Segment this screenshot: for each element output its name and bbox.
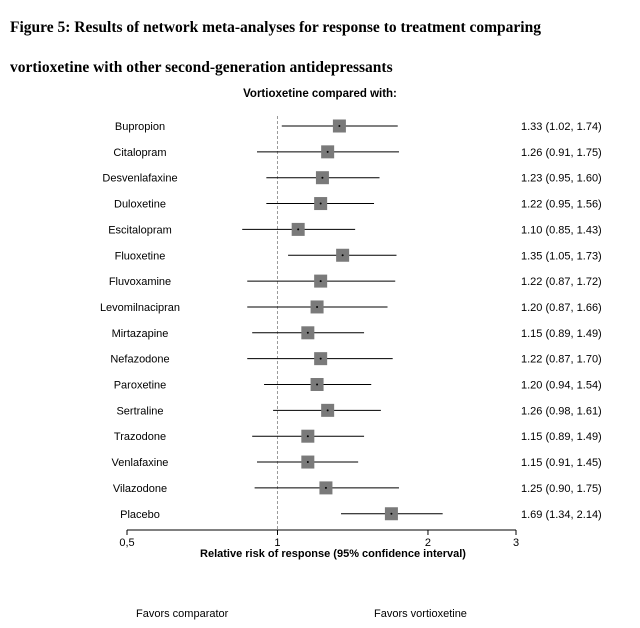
favors-comparator-label: Favors comparator — [136, 608, 229, 620]
figure-title: Figure 5: Results of network meta-analys… — [10, 8, 630, 88]
point-estimate-dot — [338, 125, 341, 127]
figure-title-line-2: vortioxetine with other second-generatio… — [10, 59, 393, 76]
point-estimate-dot — [324, 486, 327, 489]
row-estimate-text: 1.10 (0.85, 1.43) — [521, 224, 602, 236]
row-estimate-text: 1.15 (0.89, 1.49) — [521, 328, 602, 340]
x-tick-label: 1 — [274, 537, 280, 549]
row-estimate-text: 1.35 (1.05, 1.73) — [521, 250, 602, 262]
point-estimate-dot — [316, 305, 319, 308]
row-name: Paroxetine — [114, 380, 167, 392]
point-estimate-dot — [319, 280, 322, 283]
row-estimate-text: 1.26 (0.98, 1.61) — [521, 405, 602, 417]
row-name: Citalopram — [113, 147, 166, 159]
row-estimate-text: 1.26 (0.91, 1.75) — [521, 147, 602, 159]
row-name: Levomilnacipran — [100, 302, 180, 314]
chart-heading: Vortioxetine compared with: — [243, 88, 397, 100]
row-estimate-text: 1.22 (0.95, 1.56) — [521, 199, 602, 211]
point-estimate-dot — [319, 357, 322, 360]
point-estimate-dot — [316, 383, 319, 386]
point-estimate-dot — [341, 254, 344, 257]
row-estimate-text: 1.69 (1.34, 2.14) — [521, 509, 602, 521]
point-estimate-dot — [306, 461, 309, 464]
row-estimate-text: 1.20 (0.87, 1.66) — [521, 302, 602, 314]
point-estimate-dot — [319, 202, 322, 205]
favors-vortioxetine-label: Favors vortioxetine — [374, 608, 467, 620]
x-tick-label: 0,5 — [119, 537, 134, 549]
row-name: Sertraline — [116, 405, 163, 417]
row-name: Placebo — [120, 509, 160, 521]
row-name: Escitalopram — [108, 224, 172, 236]
row-name: Nefazodone — [110, 354, 169, 366]
row-name: Desvenlafaxine — [102, 173, 177, 185]
row-name: Bupropion — [115, 121, 165, 133]
row-name: Mirtazapine — [112, 328, 169, 340]
row-name: Fluvoxamine — [109, 276, 171, 288]
row-estimate-text: 1.23 (0.95, 1.60) — [521, 173, 602, 185]
point-estimate-dot — [306, 435, 309, 438]
point-estimate-dot — [297, 228, 300, 231]
row-name: Vilazodone — [113, 483, 167, 495]
x-axis-title: Relative risk of response (95% confidenc… — [200, 548, 466, 560]
row-name: Venlafaxine — [112, 457, 169, 469]
row-estimate-text: 1.22 (0.87, 1.72) — [521, 276, 602, 288]
point-estimate-dot — [390, 512, 393, 515]
point-estimate-dot — [326, 409, 329, 412]
row-estimate-text: 1.15 (0.91, 1.45) — [521, 457, 602, 469]
row-estimate-text: 1.33 (1.02, 1.74) — [521, 121, 602, 133]
row-name: Fluoxetine — [115, 250, 166, 262]
row-estimate-text: 1.25 (0.90, 1.75) — [521, 483, 602, 495]
figure-title-line-1: Figure 5: Results of network meta-analys… — [10, 19, 541, 36]
point-estimate-dot — [326, 150, 329, 153]
point-estimate-dot — [306, 331, 309, 334]
row-estimate-text: 1.15 (0.89, 1.49) — [521, 431, 602, 443]
row-name: Duloxetine — [114, 199, 166, 211]
x-tick-label: 2 — [425, 537, 431, 549]
x-tick-label: 3 — [513, 537, 519, 549]
row-estimate-text: 1.22 (0.87, 1.70) — [521, 354, 602, 366]
row-estimate-text: 1.20 (0.94, 1.54) — [521, 380, 602, 392]
point-estimate-dot — [321, 176, 324, 179]
row-name: Trazodone — [114, 431, 166, 443]
